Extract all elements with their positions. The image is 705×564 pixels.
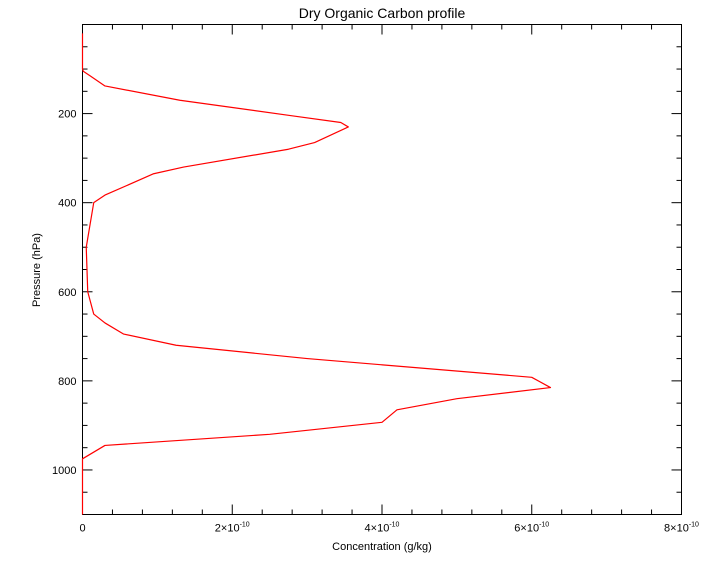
y-tick-labels: 200 400 600 800 1000 [52, 109, 76, 477]
series-line-0 [81, 33, 552, 515]
y-tick-label: 600 [58, 287, 76, 299]
series-layer [81, 33, 552, 515]
y-tick-label: 1000 [52, 465, 76, 477]
y-tick-label: 800 [58, 376, 76, 388]
y-tick-label: 400 [58, 198, 76, 210]
x-tick-labels: 0 2×10-10 4×10-10 6×10-10 8×10-10 [79, 522, 699, 535]
x-tick-label: 8×10-10 [664, 522, 699, 535]
x-tick-label: 6×10-10 [514, 522, 549, 535]
y-tick-label: 200 [58, 109, 76, 121]
axis-ticks [82, 24, 682, 515]
x-axis-label: Concentration (g/kg) [332, 541, 432, 553]
x-tick-label: 0 [79, 523, 85, 535]
x-tick-label: 2×10-10 [215, 522, 250, 535]
x-tick-label: 4×10-10 [365, 522, 400, 535]
y-axis-label: Pressure (hPa) [31, 233, 43, 307]
chart-title: Dry Organic Carbon profile [299, 5, 466, 21]
